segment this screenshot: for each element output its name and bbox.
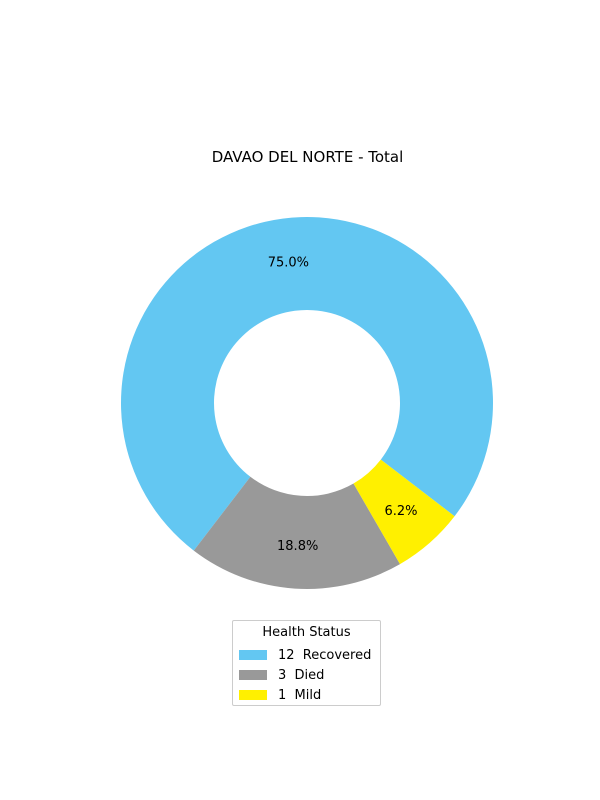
donut-slice-died [193, 476, 400, 589]
legend-item-recovered: 12 Recovered [239, 646, 371, 664]
donut-slice-mild [353, 459, 455, 565]
legend-item-died: 3 Died [239, 666, 324, 684]
percent-label-mild: 6.2% [384, 504, 417, 519]
legend: Health Status 12 Recovered 3 Died 1 Mild [232, 620, 381, 706]
legend-title: Health Status [262, 625, 351, 640]
legend-swatch-died [239, 670, 267, 680]
percent-label-recovered: 75.0% [268, 256, 309, 271]
legend-label-mild: 1 Mild [278, 687, 322, 703]
legend-label-died: 3 Died [278, 667, 325, 683]
legend-item-mild: 1 Mild [239, 686, 321, 704]
legend-swatch-mild [239, 690, 267, 700]
legend-swatch-recovered [239, 650, 267, 660]
percent-label-died: 18.8% [277, 539, 318, 554]
donut-slice-recovered [120, 216, 493, 551]
legend-label-recovered: 12 Recovered [278, 647, 372, 663]
chart-title: DAVAO DEL NORTE - Total [211, 148, 404, 166]
